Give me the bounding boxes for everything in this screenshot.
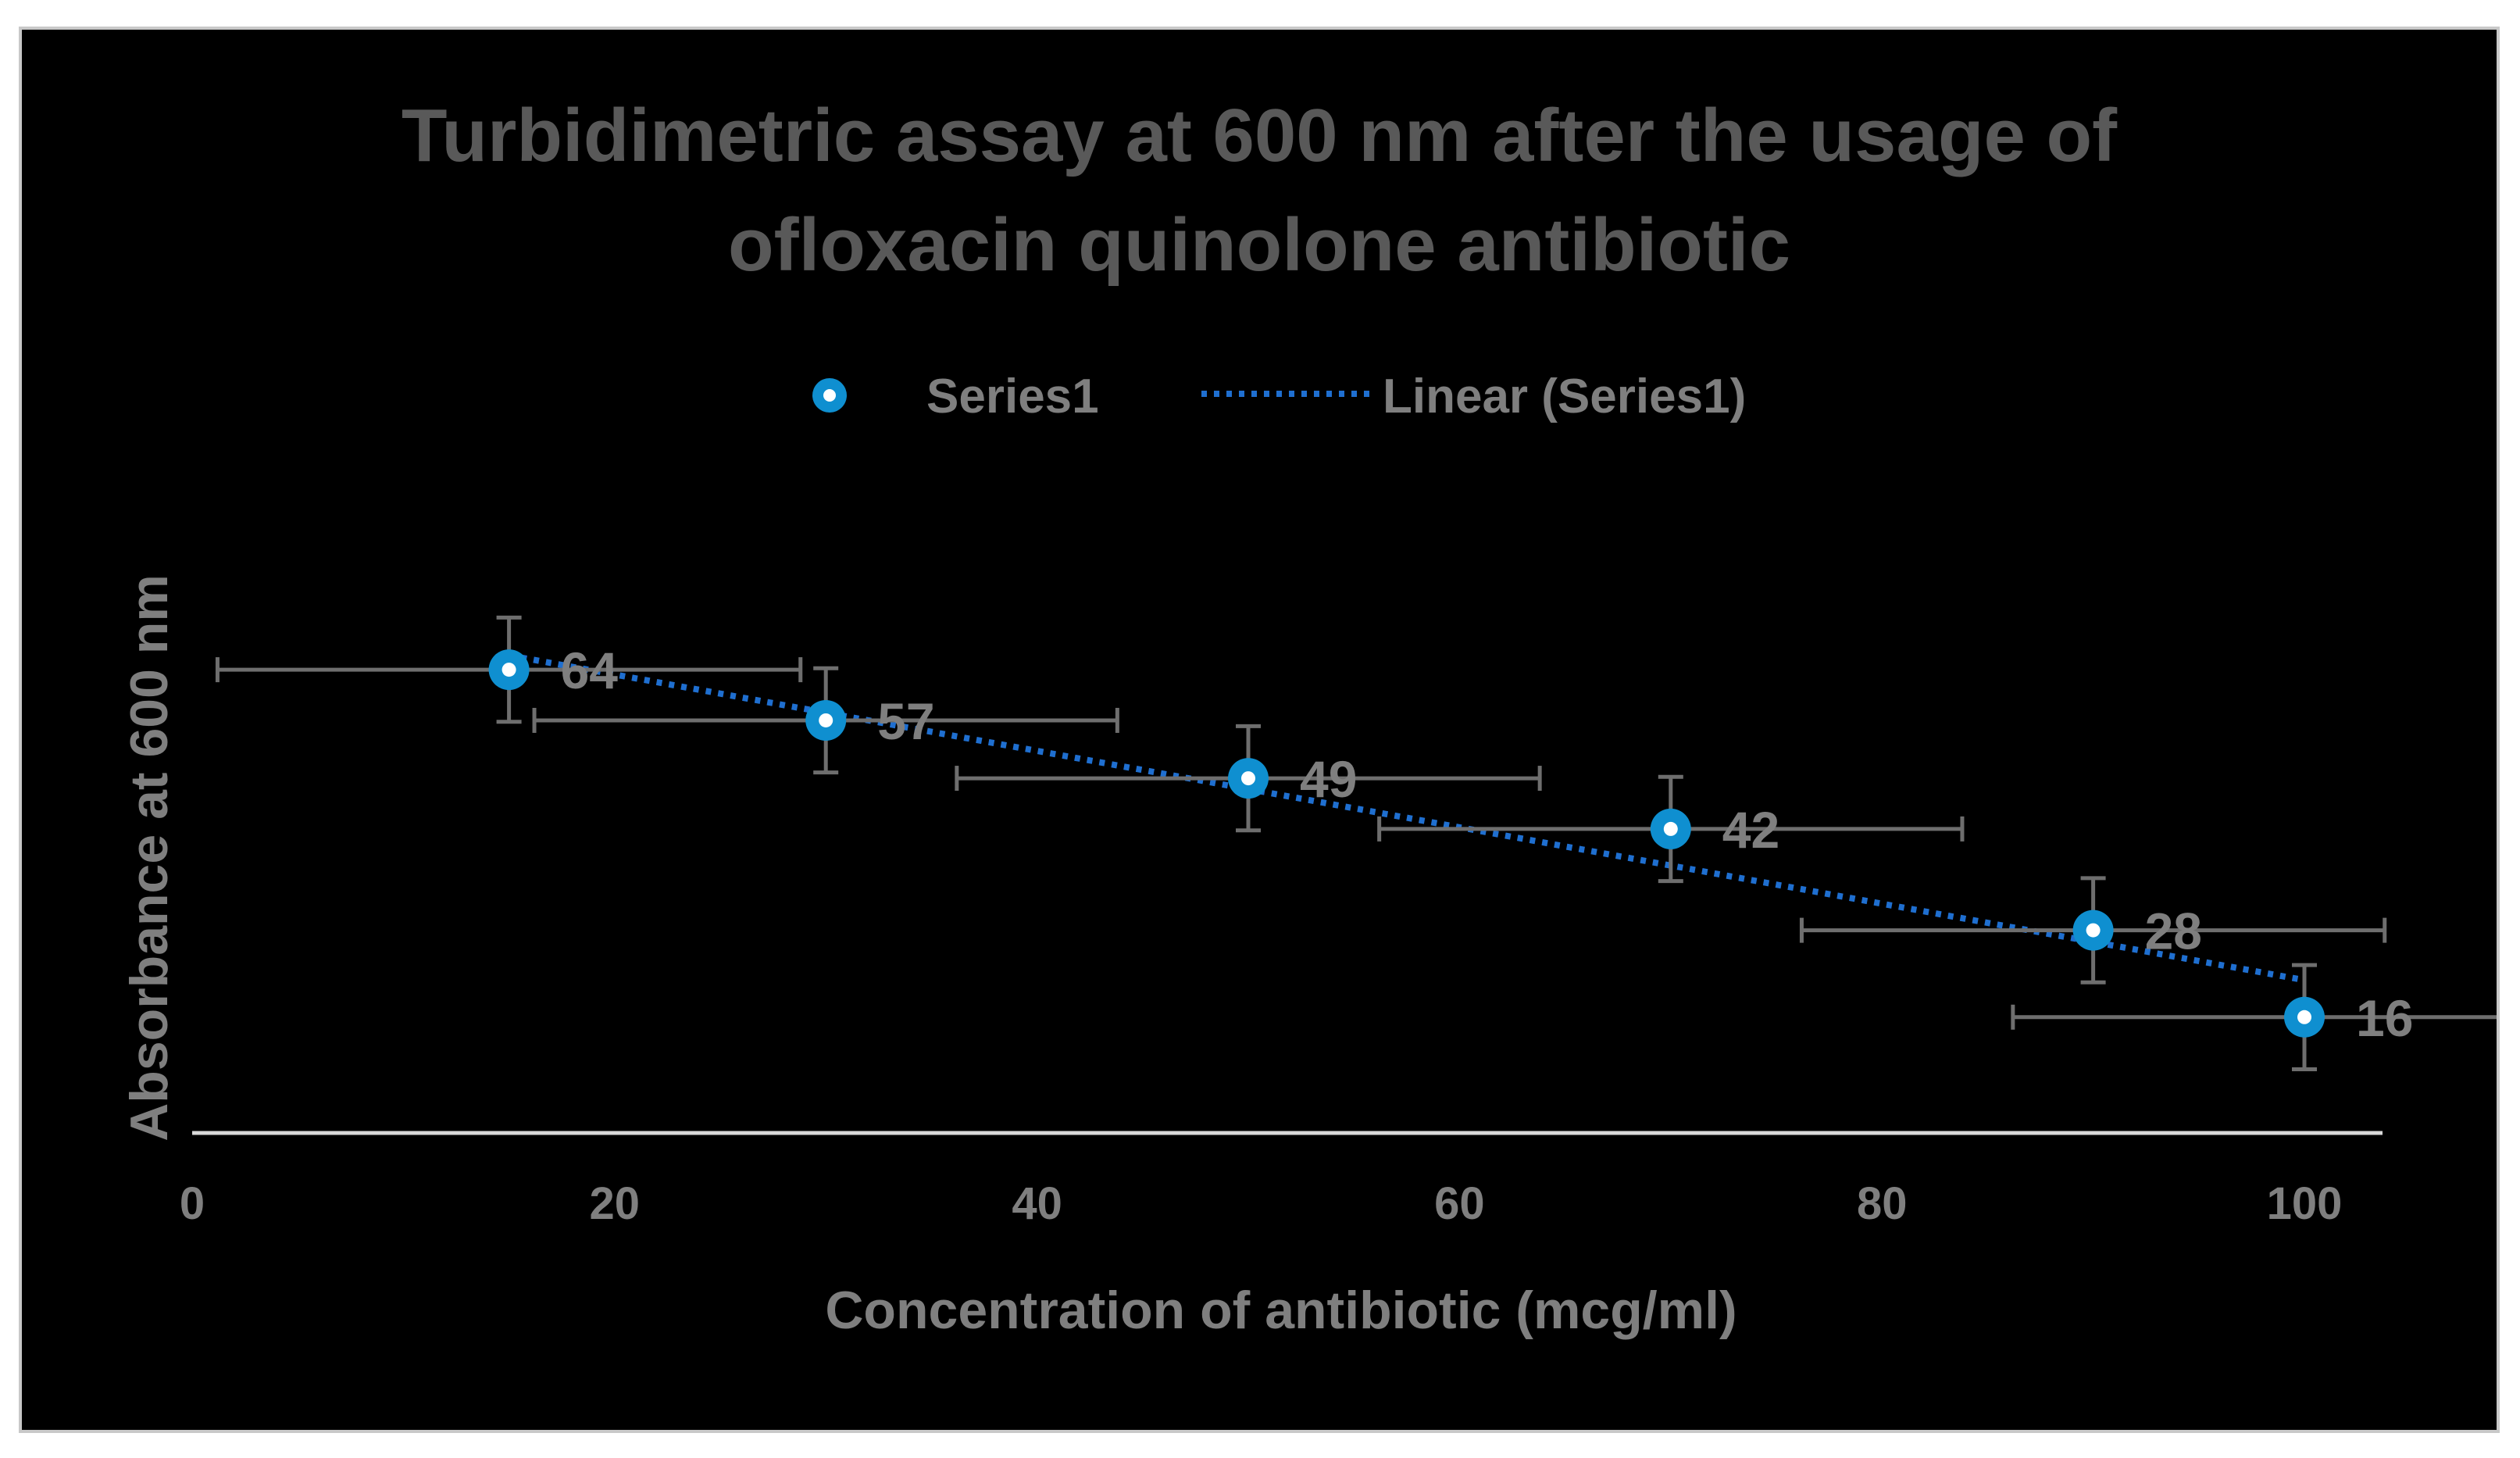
data-label-2: 57 xyxy=(877,692,934,750)
x-tick-label-0: 0 xyxy=(180,1178,205,1229)
data-point-6 xyxy=(2284,996,2325,1038)
x-tick-label-20: 20 xyxy=(590,1178,641,1229)
chart-frame: Turbidimetric assay at 600 nm after the … xyxy=(19,27,2500,1433)
data-point-center xyxy=(2297,1010,2311,1024)
data-label-3: 49 xyxy=(1300,750,1357,808)
data-point-center xyxy=(1241,771,1255,786)
legend-label-series1: Series1 xyxy=(926,370,1099,423)
error-bar-layer xyxy=(215,615,2497,1071)
data-label-layer: 64 57 49 42 28 16 xyxy=(561,641,2414,1047)
x-tick-label-40: 40 xyxy=(1012,1178,1062,1229)
x-tick-label-80: 80 xyxy=(1857,1178,1908,1229)
chart-title-line-1: Turbidimetric assay at 600 nm after the … xyxy=(402,94,2118,177)
data-label-5: 28 xyxy=(2145,902,2202,960)
data-point-3 xyxy=(1228,758,1269,799)
trendline-series1 xyxy=(508,652,2305,984)
data-label-6: 16 xyxy=(2356,989,2413,1047)
data-point-center xyxy=(2086,923,2101,938)
data-point-1 xyxy=(488,649,530,691)
legend-label-trendline: Linear (Series1) xyxy=(1383,370,1746,423)
data-point-center xyxy=(502,663,516,677)
legend: Series1 Linear (Series1) xyxy=(812,370,1746,423)
x-axis-label: Concentration of antibiotic (mcg/ml) xyxy=(825,1281,1737,1340)
chart-svg: Turbidimetric assay at 600 nm after the … xyxy=(120,94,2497,1340)
data-point-4 xyxy=(1650,808,1691,849)
x-tick-label-60: 60 xyxy=(1434,1178,1485,1229)
data-point-center xyxy=(819,713,833,727)
x-tick-labels: 020406080100120 xyxy=(180,1178,2343,1229)
data-label-4: 42 xyxy=(1722,801,1779,859)
data-point-5 xyxy=(2072,909,2114,951)
chart-title-line-2: ofloxacin quinolone antibiotic xyxy=(728,203,1790,287)
legend-marker-center xyxy=(823,389,836,402)
y-axis-label: Absorbance at 600 nm xyxy=(120,574,179,1142)
x-tick-label-100: 100 xyxy=(2267,1178,2343,1229)
data-point-2 xyxy=(805,699,847,741)
data-point-center xyxy=(1663,821,1678,836)
trendline-layer xyxy=(508,652,2305,984)
data-point-layer xyxy=(488,649,2325,1038)
data-label-1: 64 xyxy=(561,641,619,699)
